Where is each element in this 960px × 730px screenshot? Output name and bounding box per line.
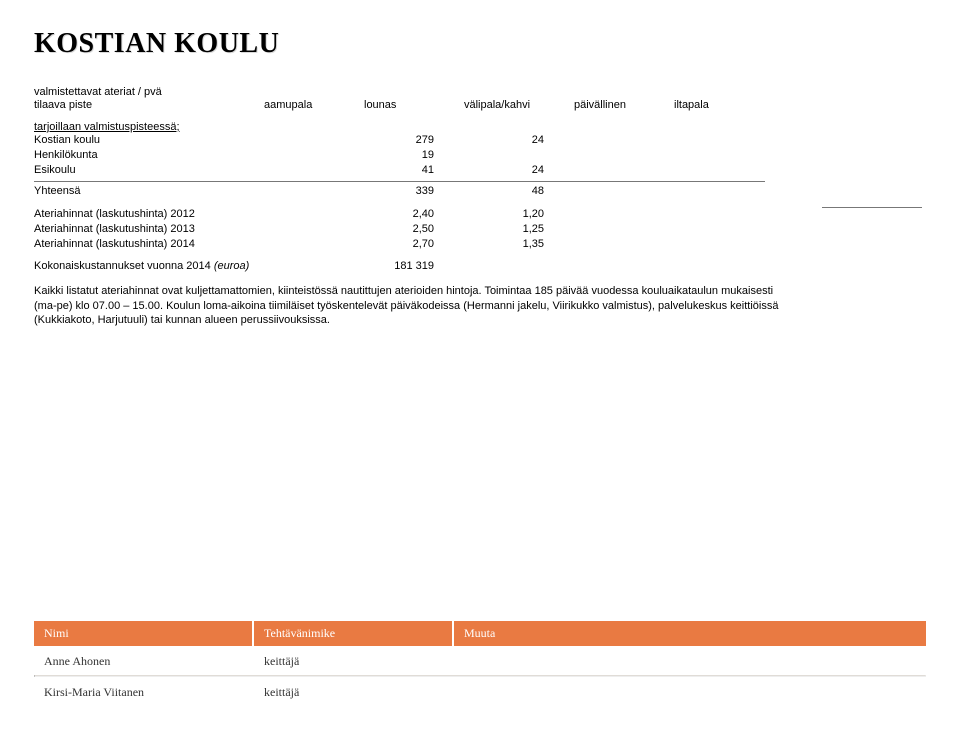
cell: 279 bbox=[364, 133, 464, 148]
cell bbox=[574, 184, 674, 199]
cell bbox=[574, 222, 674, 237]
cell bbox=[574, 133, 674, 148]
ft-name: Anne Ahonen bbox=[34, 646, 254, 675]
cell bbox=[264, 237, 364, 252]
footer-header-row: Nimi Tehtävänimike Muuta bbox=[34, 621, 926, 646]
table-row: Esikoulu 41 24 bbox=[34, 163, 926, 178]
cell: 41 bbox=[364, 163, 464, 178]
page-title: KOSTIAN KOULU bbox=[34, 28, 926, 60]
cell: 2,70 bbox=[364, 237, 464, 252]
ft-col-nimi: Nimi bbox=[34, 621, 254, 646]
ft-role: keittäjä bbox=[254, 646, 454, 675]
total-label: Yhteensä bbox=[34, 184, 264, 199]
cell bbox=[674, 133, 774, 148]
table-row: Kostian koulu 279 24 bbox=[34, 133, 926, 148]
cell bbox=[574, 148, 674, 163]
ft-col-muuta: Muuta bbox=[454, 621, 926, 646]
row-label: Esikoulu bbox=[34, 163, 264, 178]
cell: 2,50 bbox=[364, 222, 464, 237]
cell bbox=[464, 148, 574, 163]
footer-table: Nimi Tehtävänimike Muuta Anne Ahonen kei… bbox=[34, 621, 926, 706]
col-label: tilaava piste bbox=[34, 98, 264, 113]
cell: 1,35 bbox=[464, 237, 574, 252]
koko-value: 181 319 bbox=[364, 260, 464, 272]
cell: 19 bbox=[364, 148, 464, 163]
cell bbox=[264, 148, 364, 163]
cell bbox=[264, 207, 364, 222]
cell bbox=[674, 148, 774, 163]
cell bbox=[674, 184, 774, 199]
cell: 1,20 bbox=[464, 207, 574, 222]
total-row: Yhteensä 339 48 bbox=[34, 184, 926, 199]
cell bbox=[674, 163, 774, 178]
cell bbox=[574, 237, 674, 252]
cell bbox=[674, 237, 774, 252]
koko-label: Kokonaiskustannukset vuonna 2014 (euroa) bbox=[34, 260, 364, 272]
col-paivallinen: päivällinen bbox=[574, 98, 674, 113]
price-row: Ateriahinnat (laskutushinta) 2013 2,50 1… bbox=[34, 222, 926, 237]
ft-other bbox=[454, 646, 926, 675]
footer-row: Anne Ahonen keittäjä bbox=[34, 646, 926, 675]
ft-name: Kirsi-Maria Viitanen bbox=[34, 677, 254, 706]
row-label: Henkilökunta bbox=[34, 148, 264, 163]
footer-row: Kirsi-Maria Viitanen keittäjä bbox=[34, 677, 926, 706]
col-lounas: lounas bbox=[364, 98, 464, 113]
group-label: tarjoillaan valmistuspisteessä; bbox=[34, 121, 926, 133]
cell: 1,25 bbox=[464, 222, 574, 237]
cell bbox=[574, 163, 674, 178]
cell: 2,40 bbox=[364, 207, 464, 222]
cell bbox=[264, 222, 364, 237]
col-valipala: välipala/kahvi bbox=[464, 98, 574, 113]
col-aamupala: aamupala bbox=[264, 98, 364, 113]
col-iltapala: iltapala bbox=[674, 98, 774, 113]
cell: 339 bbox=[364, 184, 464, 199]
description-paragraph: Kaikki listatut ateriahinnat ovat kuljet… bbox=[34, 284, 783, 329]
column-headers: tilaava piste aamupala lounas välipala/k… bbox=[34, 98, 926, 113]
table-row: Henkilökunta 19 bbox=[34, 148, 926, 163]
cell bbox=[674, 207, 774, 222]
total-cost-row: Kokonaiskustannukset vuonna 2014 (euroa)… bbox=[34, 260, 926, 272]
row-label: Kostian koulu bbox=[34, 133, 264, 148]
row-label: Ateriahinnat (laskutushinta) 2014 bbox=[34, 237, 264, 252]
price-row: Ateriahinnat (laskutushinta) 2014 2,70 1… bbox=[34, 237, 926, 252]
price-row: Ateriahinnat (laskutushinta) 2012 2,40 1… bbox=[34, 207, 926, 222]
ft-other bbox=[454, 677, 926, 706]
ft-col-tehtava: Tehtävänimike bbox=[254, 621, 454, 646]
cell: 24 bbox=[464, 163, 574, 178]
cell bbox=[574, 207, 674, 222]
divider-right bbox=[822, 207, 922, 208]
divider bbox=[34, 181, 765, 182]
cell: 24 bbox=[464, 133, 574, 148]
ft-role: keittäjä bbox=[254, 677, 454, 706]
cell: 48 bbox=[464, 184, 574, 199]
row-label: Ateriahinnat (laskutushinta) 2013 bbox=[34, 222, 264, 237]
cell bbox=[674, 222, 774, 237]
row-label: Ateriahinnat (laskutushinta) 2012 bbox=[34, 207, 264, 222]
cell bbox=[264, 133, 364, 148]
cell bbox=[264, 184, 364, 199]
subheader-line1: valmistettavat ateriat / pvä bbox=[34, 86, 926, 98]
cell bbox=[264, 163, 364, 178]
